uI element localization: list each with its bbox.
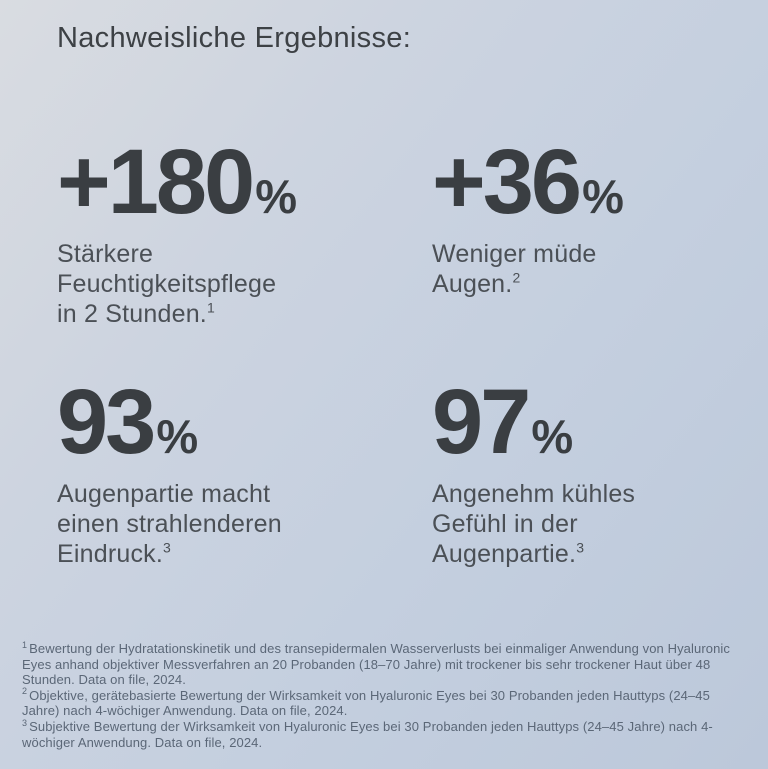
stat-label: Weniger müde Augen.2 <box>432 239 768 299</box>
footnote-reference: 3 <box>576 540 585 557</box>
stat-label-line: Eindruck.3 <box>57 540 172 569</box>
stat-label: Stärkere Feuchtigkeitspflege in 2 Stunde… <box>57 239 407 329</box>
stat-block-cooling: 97% Angenehm kühles Gefühl in der Augenp… <box>432 376 768 569</box>
footnote-reference: 3 <box>163 540 172 557</box>
footnote-1: 1 Bewertung der Hydratationskinetik und d… <box>22 639 738 688</box>
stat-block-tired-eyes: +36% Weniger müde Augen.2 <box>432 136 768 299</box>
footnote-marker: 2 <box>22 686 28 697</box>
stat-number: +180 <box>57 131 255 233</box>
footnote-text: Bewertung der Hydratationskinetik und de… <box>22 641 731 688</box>
percent-sign: % <box>531 410 574 463</box>
footnote-text: Objektive, gerätebasierte Bewertung der … <box>22 687 710 719</box>
stat-number: 93 <box>57 371 156 473</box>
footnote-marker: 1 <box>22 639 28 650</box>
stat-label-line: Augenpartie macht <box>57 480 271 509</box>
footnote-3: 3 Subjektive Bewertung der Wirksamkeit vo… <box>22 717 738 750</box>
percent-sign: % <box>255 170 298 223</box>
stat-value: 93% <box>57 376 407 468</box>
footnote-marker: 3 <box>22 717 28 728</box>
percent-sign: % <box>582 170 624 223</box>
percent-sign: % <box>156 410 199 463</box>
stat-value: +36% <box>432 136 768 228</box>
stat-label-line: Weniger müde <box>432 240 597 269</box>
stat-label-line: Augen.2 <box>432 270 521 299</box>
footnote-reference: 1 <box>206 300 215 317</box>
stat-value: 97% <box>432 376 768 468</box>
stat-label-line: Stärkere <box>57 240 154 269</box>
stat-value: +180% <box>57 136 407 228</box>
footnote-text: Subjektive Bewertung der Wirksamkeit von… <box>22 718 713 750</box>
stat-label-line: einen strahlenderen <box>57 510 282 539</box>
footnote-2: 2 Objektive, gerätebasierte Bewertung der… <box>22 686 738 719</box>
stat-block-moisture: +180% Stärkere Feuchtigkeitspflege in 2 … <box>57 136 407 329</box>
page-title: Nachweisliche Ergebnisse: <box>57 22 412 54</box>
stat-label-line: Angenehm kühles <box>432 480 636 509</box>
stat-label-line: Gefühl in der <box>432 510 578 539</box>
stat-label: Angenehm kühles Gefühl in der Augenparti… <box>432 479 768 569</box>
stat-number: 97 <box>432 371 531 473</box>
stat-label: Augenpartie macht einen strahlenderen Ei… <box>57 479 407 569</box>
stat-label-line: Feuchtigkeitspflege <box>57 270 277 299</box>
stat-number: +36 <box>432 131 582 233</box>
footnote-reference: 2 <box>512 270 521 287</box>
footnotes-section: 1 Bewertung der Hydratationskinetik und d… <box>22 639 738 750</box>
stat-label-line: Augenpartie.3 <box>432 540 585 569</box>
stat-block-radiance: 93% Augenpartie macht einen strahlendere… <box>57 376 407 569</box>
stat-label-line: in 2 Stunden.1 <box>57 300 215 329</box>
